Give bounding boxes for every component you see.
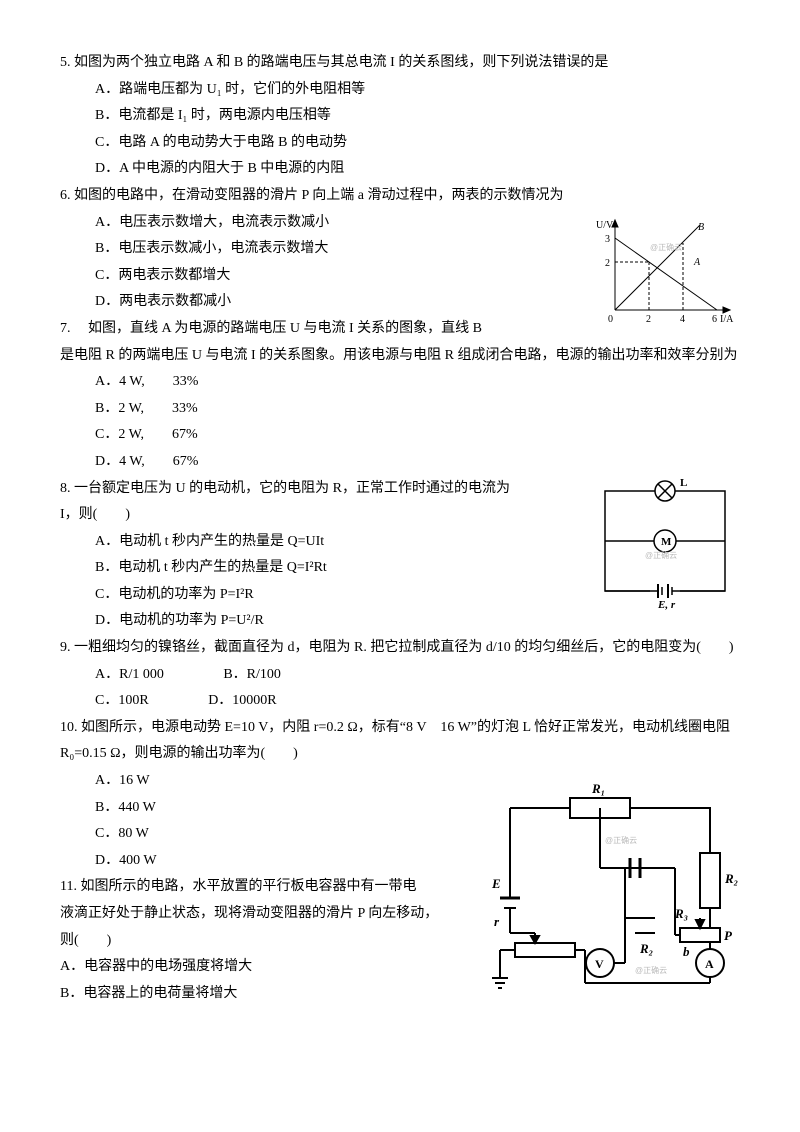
q11-circuit: R₁ R₂ R₂ R₃ E r P b V A @正确云 @正确云 (480, 768, 740, 998)
svg-text:E: E (491, 876, 501, 891)
svg-text:L: L (680, 477, 687, 489)
watermark: @正确云 (650, 242, 682, 252)
q7-opt-d: D．4 W, 67% (95, 449, 740, 476)
q8-circuit: L M E, r @正确云 (590, 476, 740, 611)
q9-stem: 9. 一粗细均匀的镍铬丝，截面直径为 d，电阻为 R. 把它拉制成直径为 d/1… (60, 635, 740, 662)
question-5: 5. 如图为两个独立电路 A 和 B 的路端电压与其总电流 I 的关系图线，则下… (60, 50, 740, 183)
svg-text:A: A (705, 957, 714, 971)
q7-options: A．4 W, 33% B．2 W, 33% C．2 W, 67% D．4 W, … (60, 369, 740, 475)
svg-text:6: 6 (712, 314, 717, 325)
svg-text:P: P (724, 928, 733, 943)
q8-opt-d: D．电动机的功率为 P=U²/R (95, 608, 740, 635)
q9-opt-c: C．100R (95, 688, 149, 715)
q10-stem: 10. 如图所示，电源电动势 E=10 V，内阻 r=0.2 Ω，标有“8 V … (60, 715, 740, 768)
svg-text:M: M (661, 536, 672, 548)
svg-text:R₂: R₂ (724, 871, 738, 886)
q7-opt-a: A．4 W, 33% (95, 369, 740, 396)
question-10: 10. 如图所示，电源电动势 E=10 V，内阻 r=0.2 Ω，标有“8 V … (60, 715, 740, 875)
q5-options: A．路端电压都为 U₁ 时，它们的外电阻相等 B．电流都是 I₁ 时，两电源内电… (60, 77, 740, 183)
svg-text:0: 0 (608, 314, 613, 325)
q5-stem: 5. 如图为两个独立电路 A 和 B 的路端电压与其总电流 I 的关系图线，则下… (60, 50, 740, 77)
svg-text:A: A (693, 257, 701, 268)
q9-opt-a: A．R/1 000 (95, 662, 164, 689)
svg-text:E, r: E, r (657, 599, 676, 611)
q7-graph: U/V I/A 3 2 0 2 4 6 A B @正确云 (590, 210, 740, 330)
q9-opt-b: B．R/100 (223, 662, 281, 689)
q6-stem: 6. 如图的电路中，在滑动变阻器的滑片 P 向上端 a 滑动过程中，两表的示数情… (60, 183, 740, 210)
svg-text:V: V (595, 957, 604, 971)
q9-options: A．R/1 000 B．R/100 C．100R D．10000R (60, 662, 740, 715)
q9-opt-d: D．10000R (208, 688, 276, 715)
svg-text:3: 3 (605, 234, 610, 245)
svg-text:R₃: R₃ (674, 906, 688, 921)
svg-text:4: 4 (680, 314, 685, 325)
q7-opt-b: B．2 W, 33% (95, 396, 740, 423)
svg-text:B: B (698, 222, 704, 233)
svg-text:b: b (683, 944, 690, 959)
y-axis-label: U/V (596, 220, 614, 231)
watermark-2: @正确云 (635, 965, 667, 975)
svg-text:2: 2 (605, 258, 610, 269)
q7-opt-c: C．2 W, 67% (95, 422, 740, 449)
q7-stem-2: 是电阻 R 的两端电压 U 与电流 I 的关系图象。用该电源与电阻 R 组成闭合… (60, 343, 740, 370)
x-axis-label: I/A (720, 314, 734, 325)
question-7: 7. 如图，直线 A 为电源的路端电压 U 与电流 I 关系的图象，直线 B 是… (60, 316, 740, 476)
watermark: @正确云 (645, 550, 677, 560)
svg-text:2: 2 (646, 314, 651, 325)
svg-text:R₂: R₂ (639, 941, 653, 956)
q5-opt-d: D．A 中电源的内阻大于 B 中电源的内阻 (95, 156, 740, 183)
question-6: 6. 如图的电路中，在滑动变阻器的滑片 P 向上端 a 滑动过程中，两表的示数情… (60, 183, 740, 316)
question-8: L M E, r @正确云 8. 一台额定电压为 U 的电动机，它的电阻为 R，… (60, 476, 740, 636)
q5-opt-b: B．电流都是 I₁ 时，两电源内电压相等 (95, 103, 740, 130)
watermark-1: @正确云 (605, 835, 637, 845)
q5-opt-a: A．路端电压都为 U₁ 时，它们的外电阻相等 (95, 77, 740, 104)
q5-opt-c: C．电路 A 的电动势大于电路 B 的电动势 (95, 130, 740, 157)
svg-text:R₁: R₁ (591, 781, 605, 796)
svg-text:r: r (494, 914, 500, 929)
question-9: 9. 一粗细均匀的镍铬丝，截面直径为 d，电阻为 R. 把它拉制成直径为 d/1… (60, 635, 740, 715)
